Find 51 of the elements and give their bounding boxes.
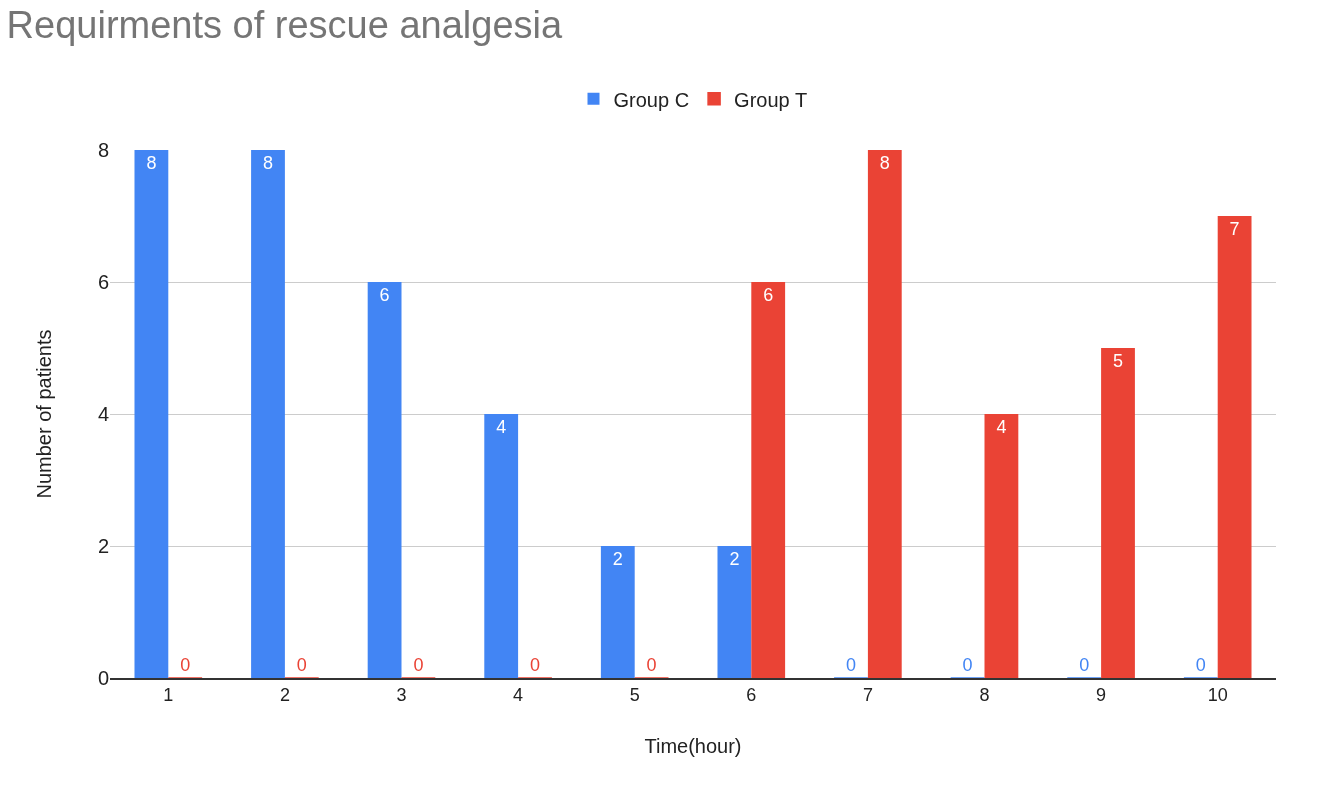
data-label: 0 [646, 655, 657, 675]
y-tick-label: 4 [97, 403, 109, 425]
data-label: 0 [1079, 655, 1090, 675]
y-axis-title: Number of patients [33, 329, 56, 499]
legend-label: Group T [734, 88, 808, 111]
x-tick-label: 9 [1096, 685, 1107, 706]
bar [600, 546, 635, 678]
y-tick-label: 0 [97, 667, 109, 689]
bar [367, 282, 402, 678]
x-tick-label: 10 [1207, 685, 1228, 706]
data-label: 4 [996, 417, 1007, 437]
data-label: 0 [1195, 655, 1206, 675]
bar [1101, 348, 1135, 678]
y-tick-label: 8 [97, 139, 109, 161]
legend-label: Group C [613, 88, 690, 111]
data-label: 2 [612, 549, 623, 569]
x-tick-label: 6 [746, 685, 757, 706]
x-tick-label: 2 [279, 685, 290, 706]
x-tick-label: 8 [979, 685, 990, 706]
x-tick-label: 5 [629, 685, 640, 706]
data-label: 6 [763, 285, 774, 305]
y-tick-label: 2 [97, 535, 109, 557]
data-label: 0 [845, 655, 856, 675]
bar [251, 150, 285, 678]
x-tick-label: 1 [163, 685, 174, 706]
data-label: 7 [1229, 219, 1240, 239]
data-label: 8 [879, 153, 890, 173]
data-label: 0 [413, 655, 424, 675]
bar [717, 546, 752, 678]
data-label: 0 [530, 655, 541, 675]
data-label: 0 [296, 655, 307, 675]
data-label: 8 [262, 153, 273, 173]
y-tick-label: 6 [97, 271, 109, 293]
bar [984, 414, 1019, 678]
data-label: 8 [146, 153, 157, 173]
bar [484, 414, 519, 678]
bar [751, 282, 786, 678]
data-label: 0 [962, 655, 973, 675]
data-label: 5 [1113, 351, 1124, 371]
x-axis-title: Time(hour) [644, 735, 742, 758]
data-label: 2 [729, 549, 740, 569]
bar [867, 150, 902, 678]
data-label: 4 [496, 417, 507, 437]
data-label: 6 [379, 285, 390, 305]
x-tick-label: 3 [396, 685, 407, 706]
chart-title: Requirments of rescue analgesia [6, 4, 563, 47]
x-tick-label: 7 [862, 685, 873, 706]
data-label: 0 [180, 655, 191, 675]
bar [1217, 216, 1252, 678]
x-tick-label: 4 [513, 685, 524, 706]
bar [134, 150, 169, 678]
